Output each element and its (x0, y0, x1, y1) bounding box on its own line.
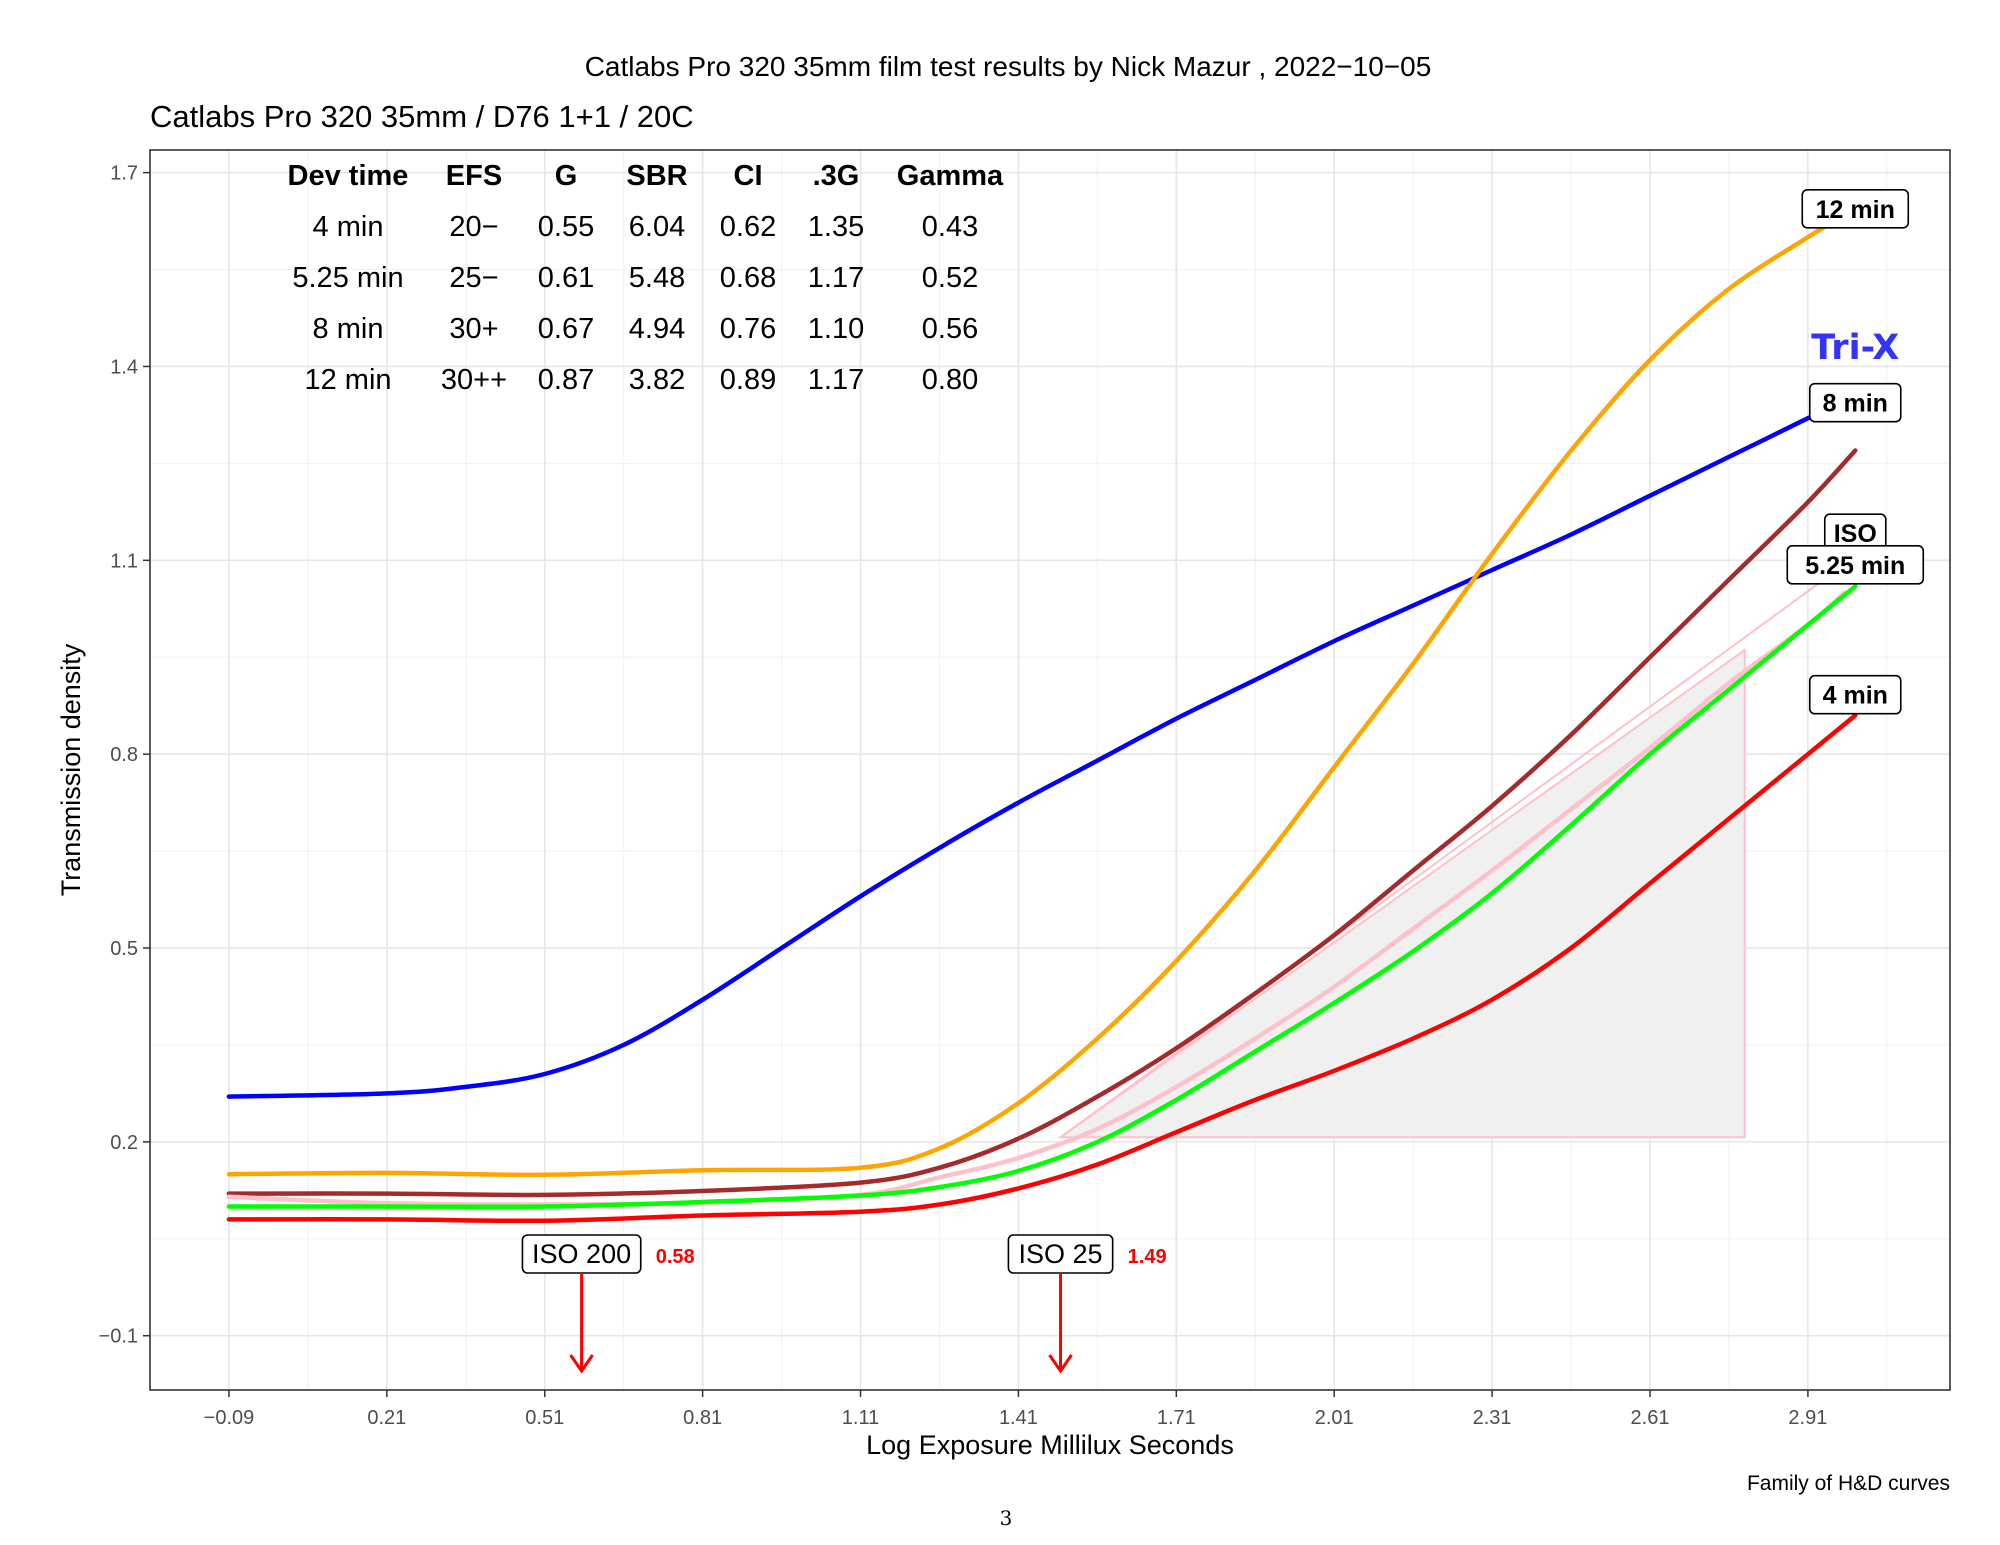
table-cell: 0.80 (922, 364, 978, 396)
y-tick-label: 1.4 (110, 356, 138, 378)
table-header-cell: G (555, 160, 578, 192)
table-cell: 25− (449, 262, 498, 294)
series-line-4-min (226, 713, 1858, 1224)
figure-caption: Family of H&D curves (1747, 1472, 1950, 1495)
table-cell: 8 min (313, 313, 384, 345)
table-header-cell: .3G (813, 160, 860, 192)
table-cell: 0.67 (538, 313, 594, 345)
iso-reference-line (1059, 578, 1825, 1139)
y-tick-label: 0.5 (110, 938, 138, 960)
x-tick-label: 1.41 (999, 1407, 1038, 1429)
table-cell: 0.43 (922, 211, 978, 243)
y-tick-label: 0.8 (110, 744, 138, 766)
table-cell: 5.25 min (292, 262, 403, 294)
iso-marker-label: ISO 25 (1019, 1239, 1103, 1269)
curve-label: 12 min (1816, 196, 1895, 224)
table-header-cell: Gamma (897, 160, 1004, 192)
series-line-12-min (226, 222, 1832, 1178)
curve-label: ISO (1834, 520, 1877, 548)
x-tick-label: 0.81 (683, 1407, 722, 1429)
table-cell: 0.62 (720, 211, 776, 243)
curve-label: 4 min (1823, 682, 1888, 710)
y-tick-label: −0.1 (99, 1326, 138, 1348)
table-cell: 1.17 (808, 262, 864, 294)
curve-label-box (1801, 189, 1910, 229)
x-axis-label: Log Exposure Millilux Seconds (866, 1430, 1234, 1460)
table-cell: 4 min (313, 211, 384, 243)
table-cell: 1.35 (808, 211, 864, 243)
table-cell: 5.48 (629, 262, 685, 294)
table-cell: 0.87 (538, 364, 594, 396)
table-cell: 0.68 (720, 262, 776, 294)
table-header-cell: CI (734, 160, 763, 192)
y-tick-label: 0.2 (110, 1132, 138, 1154)
table-cell: 0.56 (922, 313, 978, 345)
y-axis-ticks: −0.1 0.2 0.5 0.8 1.1 1.4 1.7 (99, 163, 150, 1348)
curve-label: 8 min (1823, 390, 1888, 418)
grid-major-lines (150, 150, 1950, 1390)
curve-labels: 12 min 8 min ISO 5.25 min 4 min Tri-X (1786, 189, 1925, 715)
series-line-tri-x (226, 406, 1826, 1099)
chart-title: Catlabs Pro 320 35mm film test results b… (585, 51, 1432, 82)
x-tick-label: 2.01 (1315, 1407, 1354, 1429)
series-line-5-25-min (226, 583, 1858, 1210)
table-cell: 0.52 (922, 262, 978, 294)
table-header-cell: SBR (626, 160, 687, 192)
table-cell: 0.55 (538, 211, 594, 243)
table-cell: 30+ (449, 313, 498, 345)
iso-marker-arrowhead (569, 1354, 594, 1374)
series-layer (226, 222, 1858, 1224)
x-tick-label: −0.09 (204, 1407, 255, 1429)
table-cell: 4.94 (629, 313, 685, 345)
curve-label: 5.25 min (1805, 552, 1905, 580)
table-cell: 20− (449, 211, 498, 243)
table-cell: 1.10 (808, 313, 864, 345)
table-cell: 0.89 (720, 364, 776, 396)
chart-subtitle: Catlabs Pro 320 35mm / D76 1+1 / 20C (150, 99, 694, 134)
table-cell: 6.04 (629, 211, 685, 243)
x-tick-label: 0.51 (525, 1407, 564, 1429)
x-tick-label: 0.21 (367, 1407, 406, 1429)
x-tick-label: 2.91 (1788, 1407, 1827, 1429)
iso-triangle (1057, 648, 1746, 1139)
curve-label-box (1808, 674, 1902, 715)
table-cell: 3.82 (629, 364, 685, 396)
iso-marker-value: 1.49 (1128, 1246, 1167, 1268)
table-cell: 1.17 (808, 364, 864, 396)
x-tick-label: 1.11 (842, 1407, 879, 1429)
x-tick-label: 2.31 (1473, 1407, 1512, 1429)
y-tick-label: 1.7 (110, 163, 138, 185)
curve-label-box (1786, 545, 1925, 585)
iso-area-group (1057, 578, 1825, 1139)
x-tick-label: 1.71 (1157, 1407, 1196, 1429)
table-cell: 0.61 (538, 262, 594, 294)
page-number: 3 (1000, 1506, 1013, 1530)
x-axis-ticks: −0.09 0.21 0.51 0.81 1.11 1.41 1.71 2.01 2.31 2.6… (204, 1390, 1827, 1429)
iso-marker-label: ISO 200 (532, 1239, 631, 1269)
results-table: Dev time EFS G SBR CI .3G Gamma 4 min 20− 0.55 6.0… (288, 160, 1005, 396)
table-header-cell: EFS (446, 160, 502, 192)
y-axis-label: Transmission density (56, 643, 86, 896)
table-header-cell: Dev time (288, 160, 409, 192)
table-cell: 12 min (304, 364, 391, 396)
curve-label-box (1808, 382, 1902, 423)
iso-marker-value: 0.58 (656, 1246, 695, 1268)
series-line-8-min (226, 448, 1858, 1198)
plot-border (149, 149, 1951, 1391)
y-tick-label: 1.1 (110, 550, 138, 572)
x-tick-label: 2.61 (1631, 1407, 1670, 1429)
iso-markers: ISO 200 0.58 ISO 25 1.49 (521, 1234, 1167, 1374)
iso-marker-arrowhead (1048, 1354, 1073, 1374)
table-cell: 0.76 (720, 313, 776, 345)
table-cell: 30++ (441, 364, 507, 396)
trix-label: Tri-X (1811, 328, 1899, 368)
